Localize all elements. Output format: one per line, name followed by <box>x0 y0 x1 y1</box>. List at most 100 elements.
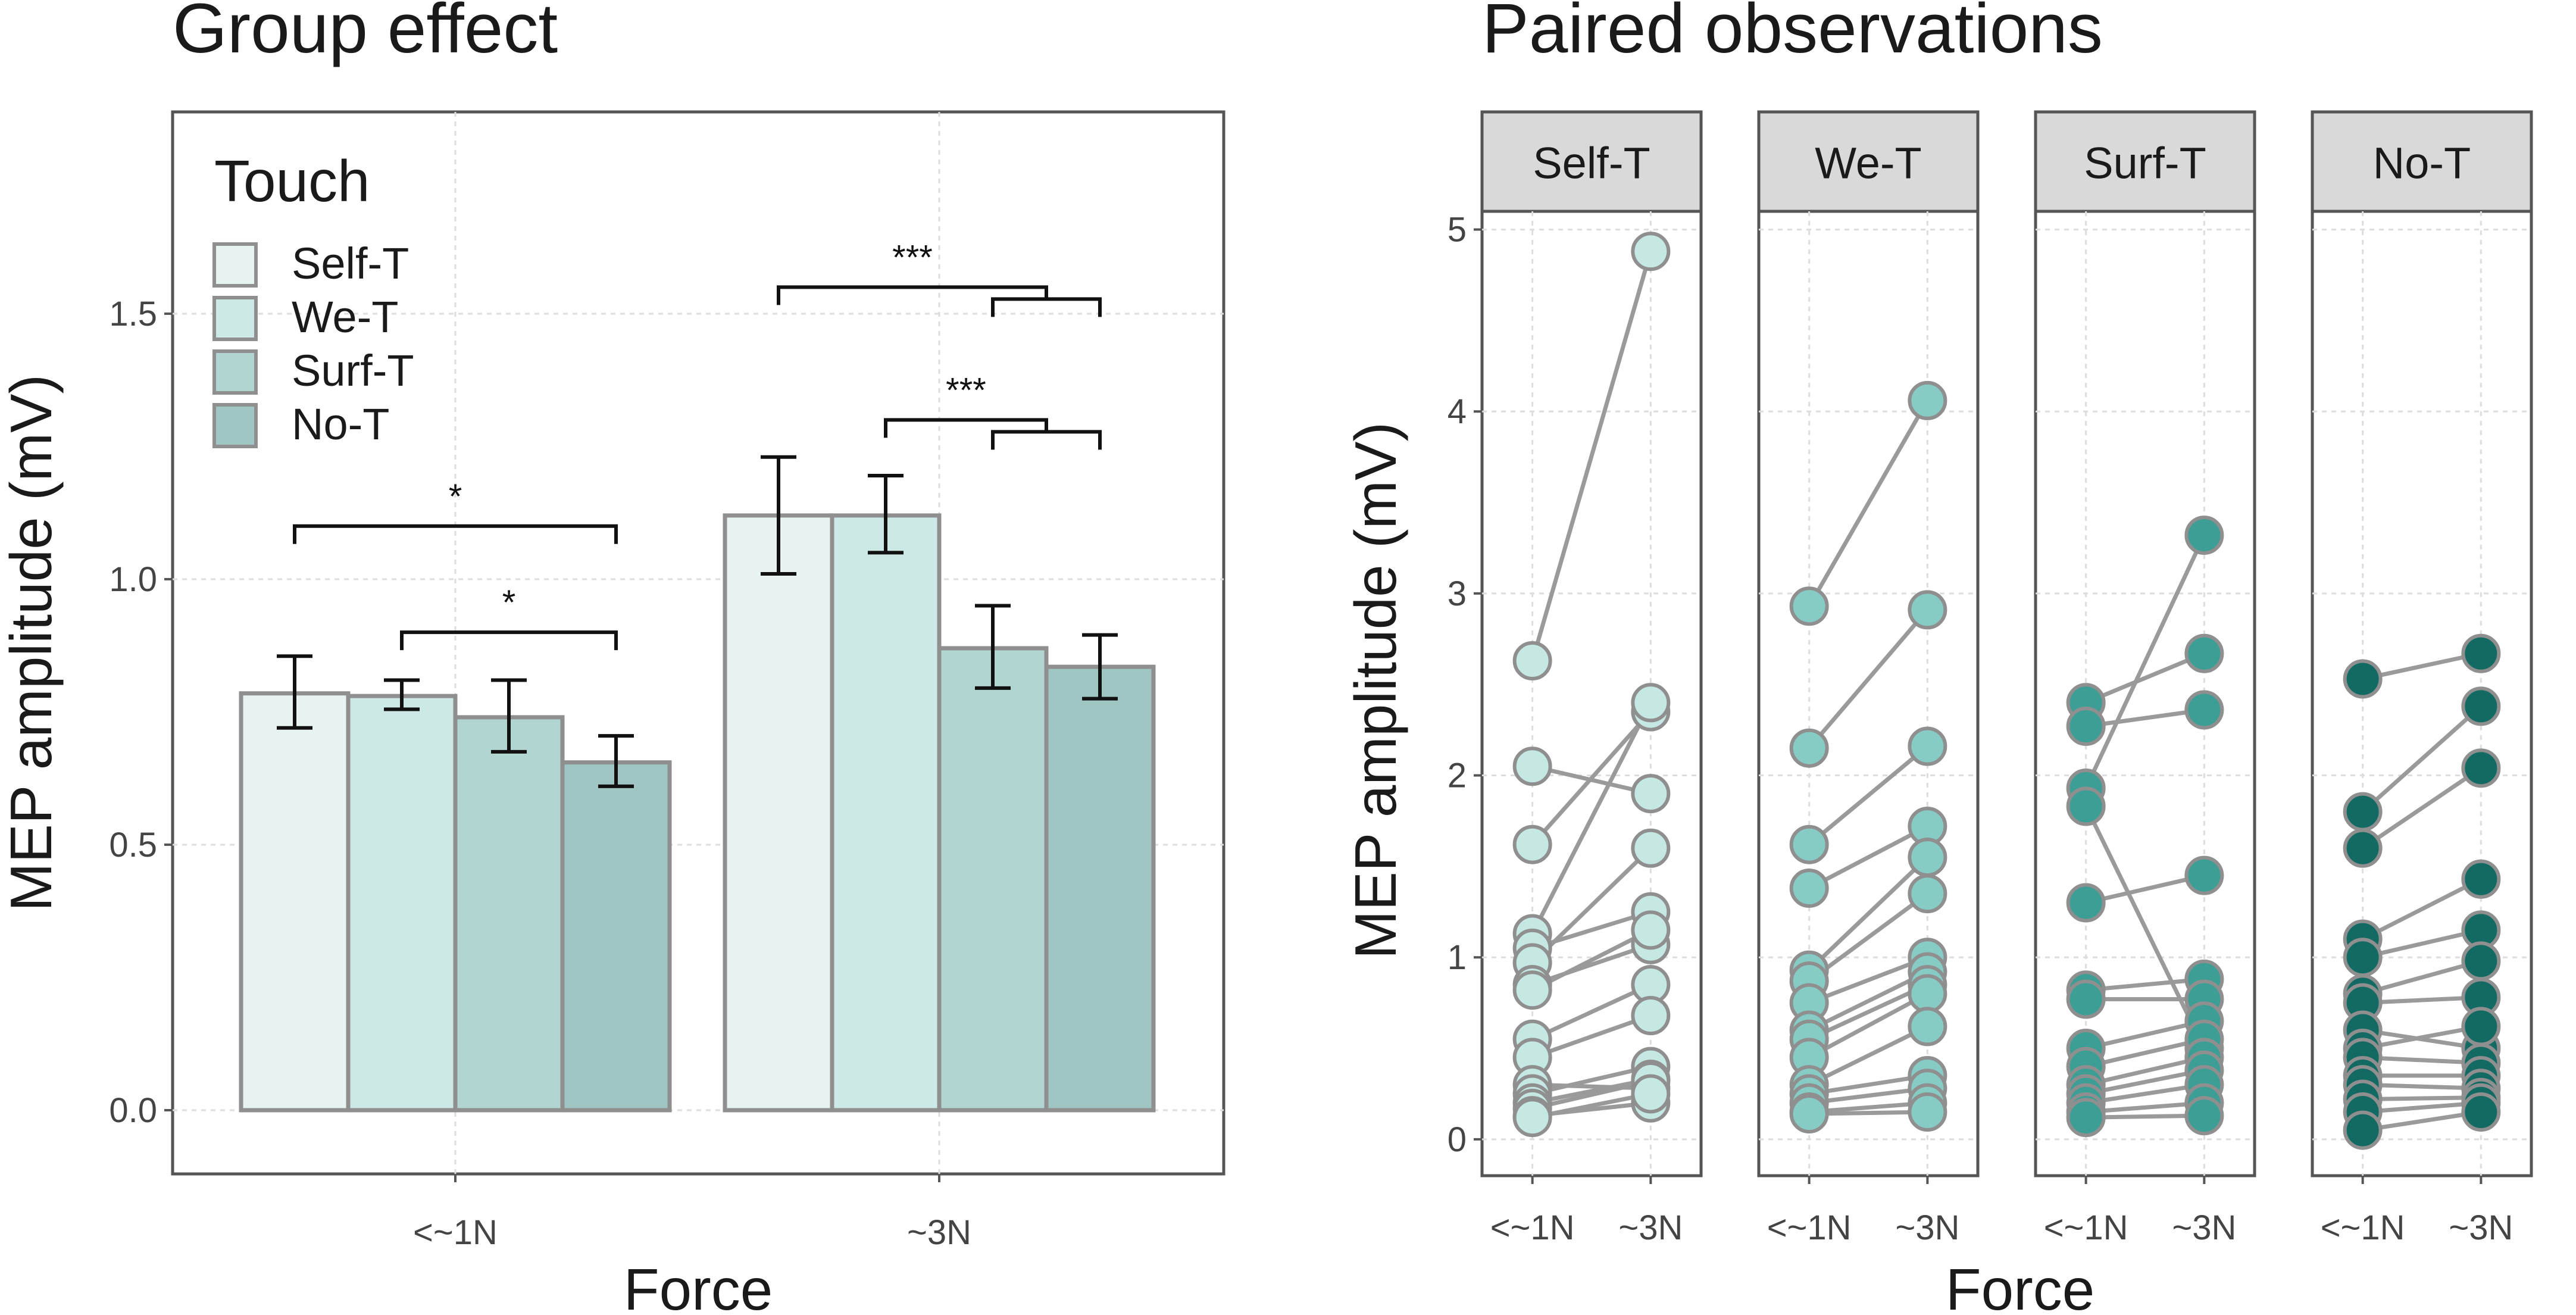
point-high-force <box>2461 941 2501 981</box>
pair-line <box>2361 766 2483 850</box>
facet-strip-label: We-T <box>1815 139 1922 188</box>
bar-we-t-1n <box>346 694 458 1113</box>
pair-line <box>1530 701 1653 935</box>
pair-line <box>2362 651 2482 681</box>
facet-strip-label: Self-T <box>1533 139 1650 188</box>
pair-line <box>2085 651 2205 705</box>
significance-label: * <box>449 477 462 516</box>
bar-we-t-3n <box>830 513 942 1113</box>
point-high-force <box>2461 1092 2501 1132</box>
point-low-force <box>2343 792 2383 832</box>
legend-swatch-self-t <box>212 242 258 288</box>
bar-no-t-3n <box>1044 664 1156 1113</box>
point-high-force <box>2184 1096 2224 1136</box>
point-low-force <box>2066 883 2106 923</box>
bar-no-t-1n <box>560 760 672 1113</box>
pair-line <box>2085 1019 2205 1051</box>
bar-surf-t-1n <box>453 715 565 1113</box>
legend-label-no-t: No-T <box>292 399 389 449</box>
pair-line <box>1531 847 1652 964</box>
pair-line <box>1531 710 1652 847</box>
facet-x-tick-label: ~3N <box>2449 1208 2513 1247</box>
pair-line <box>2086 708 2205 729</box>
facet-x-tick-label: ~3N <box>1618 1208 1683 1247</box>
pair-line <box>1809 1110 1928 1116</box>
point-low-force <box>2343 938 2383 977</box>
left-significance-brackets: ******** <box>293 238 1102 651</box>
facet-x-tick-label: ~3N <box>1895 1208 1959 1247</box>
significance-bracket-inner <box>991 430 1102 450</box>
left-x-axis-label: Force <box>624 1257 773 1315</box>
point-high-force <box>1908 726 1947 766</box>
facet-no-t: No-T <~1N ~3N <box>2311 110 2533 1247</box>
pair-line <box>1808 970 1928 1032</box>
pair-line <box>2086 1113 2205 1120</box>
bar-surf-t-3n <box>937 646 1049 1113</box>
right-y-axis-label: MEP amplitude (mV) <box>1343 422 1408 959</box>
point-high-force <box>2184 690 2224 730</box>
pair-line <box>2362 1055 2481 1065</box>
point-low-force <box>1512 746 1552 786</box>
point-high-force <box>1908 380 1947 420</box>
point-low-force <box>1789 1094 1829 1134</box>
pair-line <box>1809 1073 1928 1096</box>
point-low-force <box>2343 828 2383 868</box>
left-x-tick-label: <~1N <box>413 1213 498 1252</box>
point-high-force <box>1631 774 1671 814</box>
pair-line <box>1531 1092 1652 1120</box>
point-low-force <box>2066 979 2106 1019</box>
point-high-force <box>2461 633 2501 673</box>
right-y-tick-label: 0 <box>1448 1120 1467 1159</box>
pair-line <box>1531 1013 1652 1060</box>
pair-line <box>1809 1101 1928 1114</box>
pair-line <box>1808 855 1929 972</box>
left-y-tick-label: 0.5 <box>109 826 157 864</box>
significance-label: *** <box>892 238 933 277</box>
point-high-force <box>1908 874 1947 914</box>
facet-we-t: We-T <~1N ~3N <box>1757 110 1980 1247</box>
pair-line <box>2362 1101 2481 1114</box>
left-error-bars <box>277 455 1118 788</box>
facet-x-tick-label: <~1N <box>1490 1208 1575 1247</box>
point-low-force <box>1512 970 1552 1010</box>
pair-line <box>2084 534 2206 789</box>
right-y-tick-label: 2 <box>1448 757 1467 795</box>
significance-bracket-inner <box>991 297 1102 317</box>
point-low-force <box>2066 707 2106 746</box>
pair-line <box>2086 1101 2205 1114</box>
pair-line <box>1809 1086 1928 1105</box>
point-low-force <box>1789 869 1829 908</box>
left-y-tick-label: 0.0 <box>109 1091 157 1130</box>
left-y-tick-label: 1.5 <box>109 295 157 333</box>
left-x-axis-ticks: <~1N ~3N <box>413 1174 971 1252</box>
point-low-force <box>2343 1110 2383 1150</box>
pair-line <box>2362 1110 2481 1133</box>
significance-bracket <box>293 524 618 544</box>
pair-line <box>2085 873 2205 905</box>
point-low-force <box>1512 641 1552 680</box>
point-high-force <box>2184 855 2224 895</box>
point-high-force <box>1631 996 1671 1036</box>
right-y-tick-label: 1 <box>1448 938 1467 977</box>
point-low-force <box>1512 824 1552 864</box>
point-low-force <box>2066 1098 2106 1138</box>
legend-swatch-no-t <box>212 403 258 448</box>
pair-line <box>1808 992 1929 1060</box>
point-low-force <box>1789 728 1829 768</box>
point-high-force <box>1631 1074 1671 1114</box>
point-low-force <box>2343 659 2383 699</box>
left-chart-title: Group effect <box>173 0 558 68</box>
legend-title: Touch <box>214 148 370 214</box>
right-y-tick-label: 4 <box>1448 392 1467 431</box>
point-low-force <box>2066 786 2106 826</box>
right-y-tick-label: 3 <box>1448 574 1467 613</box>
pair-line <box>2362 927 2482 960</box>
pair-line <box>2361 704 2483 814</box>
legend-label-we-t: We-T <box>292 292 399 342</box>
pair-line <box>2086 1082 2205 1105</box>
point-high-force <box>2461 686 2501 726</box>
significance-bracket <box>400 630 618 651</box>
legend-swatch-we-t <box>212 296 258 341</box>
